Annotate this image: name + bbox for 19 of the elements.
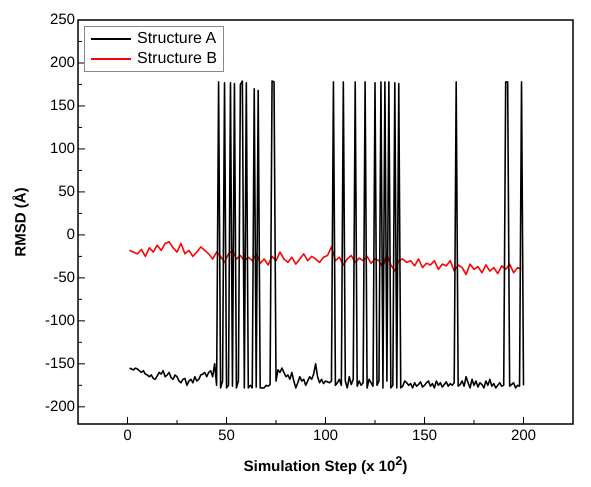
y-tick-label: 100 bbox=[50, 140, 76, 158]
x-tick-label: 100 bbox=[312, 427, 338, 444]
y-tick-label: 150 bbox=[50, 97, 76, 114]
x-tick-label: 200 bbox=[510, 427, 536, 444]
y-tick-label: -100 bbox=[44, 312, 76, 329]
x-axis-title: Simulation Step (x 10$^{2}$) bbox=[244, 454, 408, 475]
y-tick-label: -150 bbox=[44, 354, 76, 372]
y-axis-title: RMSD (Å) bbox=[12, 187, 30, 257]
x-tick-label: 150 bbox=[412, 427, 438, 444]
y-tick-label: 0 bbox=[66, 226, 76, 244]
legend-label: Structure B bbox=[137, 49, 218, 69]
y-tick-label: 250 bbox=[50, 11, 76, 28]
y-tick-label: 50 bbox=[58, 183, 76, 200]
y-tick-label: 200 bbox=[50, 54, 76, 72]
x-tick-label: 50 bbox=[218, 427, 235, 444]
y-tick-label: -200 bbox=[44, 398, 76, 415]
legend-label: Structure A bbox=[137, 29, 216, 49]
x-tick-label: 0 bbox=[123, 427, 132, 444]
y-tick-label: -50 bbox=[53, 269, 76, 286]
